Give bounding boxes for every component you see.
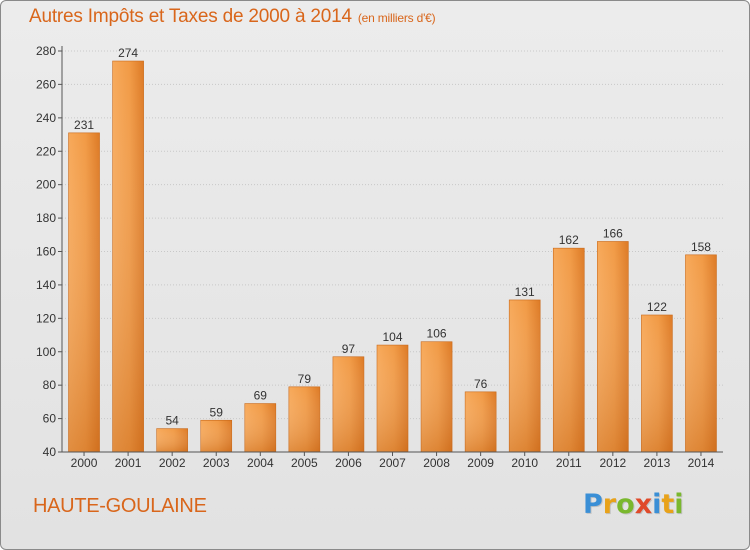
bar-shade [156,428,188,452]
data-label: 162 [559,233,579,247]
x-tick-label: 2005 [291,456,318,470]
bar-layer: 231 274 54 59 69 79 97 104 106 76 131 162 166 122 158 [68,46,717,453]
y-tick-label: 160 [36,245,56,259]
data-label: 59 [210,405,224,419]
x-tick-label: 2001 [115,456,142,470]
y-tick-label: 80 [43,378,57,392]
bar-shade [200,420,232,452]
x-tick-label: 2014 [688,456,715,470]
bar-shade [68,132,100,452]
data-label: 131 [515,285,535,299]
y-tick-label: 100 [36,345,56,359]
y-tick-label: 260 [36,77,56,91]
chart-unit: (en milliers d'€) [357,11,436,25]
bar-shade [377,345,408,452]
bar-shade [553,248,585,452]
bar-shade [288,386,320,452]
bar-shade [421,341,453,452]
data-label: 104 [382,330,402,344]
x-tick-label: 2000 [71,456,98,470]
data-label: 106 [427,327,447,341]
bar-shade [597,241,629,452]
proxiti-logo[interactable]: Proxiti [583,489,684,520]
x-tick-label: 2003 [203,456,230,470]
bar-shade [244,403,276,452]
bar-shade [465,391,497,452]
chart-title: Autres Impôts et Taxes de 2000 à 2014 (en… [29,6,436,28]
data-label: 158 [691,240,711,254]
data-label: 54 [165,414,179,428]
x-tick-label: 2013 [644,456,671,470]
data-label: 166 [603,226,623,240]
x-tick-label: 2009 [467,456,494,470]
commune-name: HAUTE-GOULAINE [33,495,207,517]
axis-layer: 40 60 80 100 120 140 160 180 200 220 240 260 280 2000… [36,44,723,470]
data-label: 274 [118,46,138,60]
y-tick-label: 220 [36,144,56,158]
chart-title-text: Autres Impôts et Taxes de 2000 à 2014 [29,6,352,27]
data-label: 122 [647,300,667,314]
bar-shade [332,356,364,452]
data-label: 76 [474,377,488,391]
x-tick-label: 2012 [599,456,626,470]
y-tick-label: 40 [43,445,57,459]
data-label: 69 [254,389,268,403]
y-tick-label: 240 [36,111,56,125]
x-tick-label: 2004 [247,456,274,470]
y-tick-label: 140 [36,278,56,292]
x-tick-label: 2010 [511,456,538,470]
x-tick-label: 2006 [335,456,362,470]
x-tick-label: 2002 [159,456,186,470]
bar-shade [509,299,541,452]
x-tick-label: 2007 [379,456,406,470]
x-tick-label: 2008 [423,456,450,470]
bar-shade [641,314,673,452]
x-tick-label: 2011 [556,456,582,470]
bar-shade [112,61,144,453]
data-label: 97 [342,342,356,356]
y-tick-label: 200 [36,178,56,192]
y-tick-label: 280 [36,44,56,58]
bar-shade [685,254,717,452]
y-tick-label: 120 [36,311,56,325]
y-tick-label: 180 [36,211,56,225]
y-tick-label: 60 [43,412,57,426]
data-label: 79 [298,372,312,386]
data-label: 231 [74,118,94,132]
